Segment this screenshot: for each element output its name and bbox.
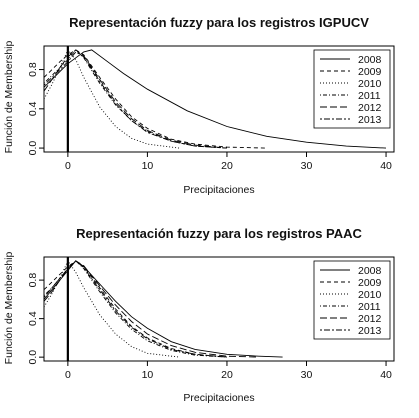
- series-line-2011: [44, 260, 228, 358]
- legend-label: 2010: [358, 78, 382, 90]
- series-line-2008: [44, 49, 387, 149]
- legend-label: 2012: [358, 102, 382, 114]
- legend-label: 2013: [358, 325, 382, 337]
- x-axis-label: Precipitaciones: [183, 392, 254, 404]
- y-tick-label: 0.8: [27, 273, 39, 288]
- x-tick-label: 10: [142, 160, 154, 172]
- chart-title: Representación fuzzy para los registros …: [76, 226, 362, 241]
- y-tick-label: 0.0: [27, 350, 39, 365]
- series-line-2009: [44, 49, 267, 149]
- x-tick-label: 30: [301, 369, 313, 381]
- legend-label: 2013: [358, 114, 382, 126]
- legend-label: 2009: [358, 277, 382, 289]
- series-line-2011: [44, 49, 228, 149]
- panel-igpucv: Representación fuzzy para los registros …: [3, 15, 395, 196]
- legend-label: 2008: [358, 265, 382, 277]
- y-axis-label: Función de Membership: [3, 252, 15, 365]
- x-axis-label: Precipitaciones: [183, 184, 254, 196]
- legend-box: [313, 49, 391, 129]
- series-line-2012: [44, 49, 228, 149]
- y-tick-label: 0.4: [27, 101, 39, 116]
- chart-title: Representación fuzzy para los registros …: [69, 15, 369, 30]
- legend-label: 2008: [358, 54, 382, 66]
- legend-label: 2011: [358, 90, 381, 102]
- legend-label: 2011: [358, 301, 381, 313]
- series-line-2012: [44, 260, 259, 358]
- y-tick-label: 0.0: [27, 141, 39, 156]
- series-line-2009: [44, 260, 228, 358]
- y-tick-label: 0.8: [27, 62, 39, 77]
- x-tick-label: 40: [380, 369, 392, 381]
- y-tick-label: 0.4: [27, 311, 39, 326]
- series-line-2013: [44, 260, 228, 358]
- legend-label: 2012: [358, 313, 382, 325]
- legend-box: [313, 260, 391, 340]
- series-line-2008: [44, 260, 283, 358]
- x-tick-label: 0: [65, 160, 71, 172]
- x-tick-label: 10: [142, 369, 154, 381]
- plot-frame: [43, 256, 395, 362]
- x-tick-label: 20: [221, 160, 233, 172]
- x-tick-label: 20: [221, 369, 233, 381]
- series-line-2013: [44, 51, 228, 149]
- y-axis-label: Función de Membership: [3, 41, 15, 154]
- panel-paac: Representación fuzzy para los registros …: [3, 226, 395, 404]
- legend-label: 2009: [358, 66, 382, 78]
- x-tick-label: 0: [65, 369, 71, 381]
- x-tick-label: 40: [380, 160, 392, 172]
- x-tick-label: 30: [301, 160, 313, 172]
- legend-label: 2010: [358, 289, 382, 301]
